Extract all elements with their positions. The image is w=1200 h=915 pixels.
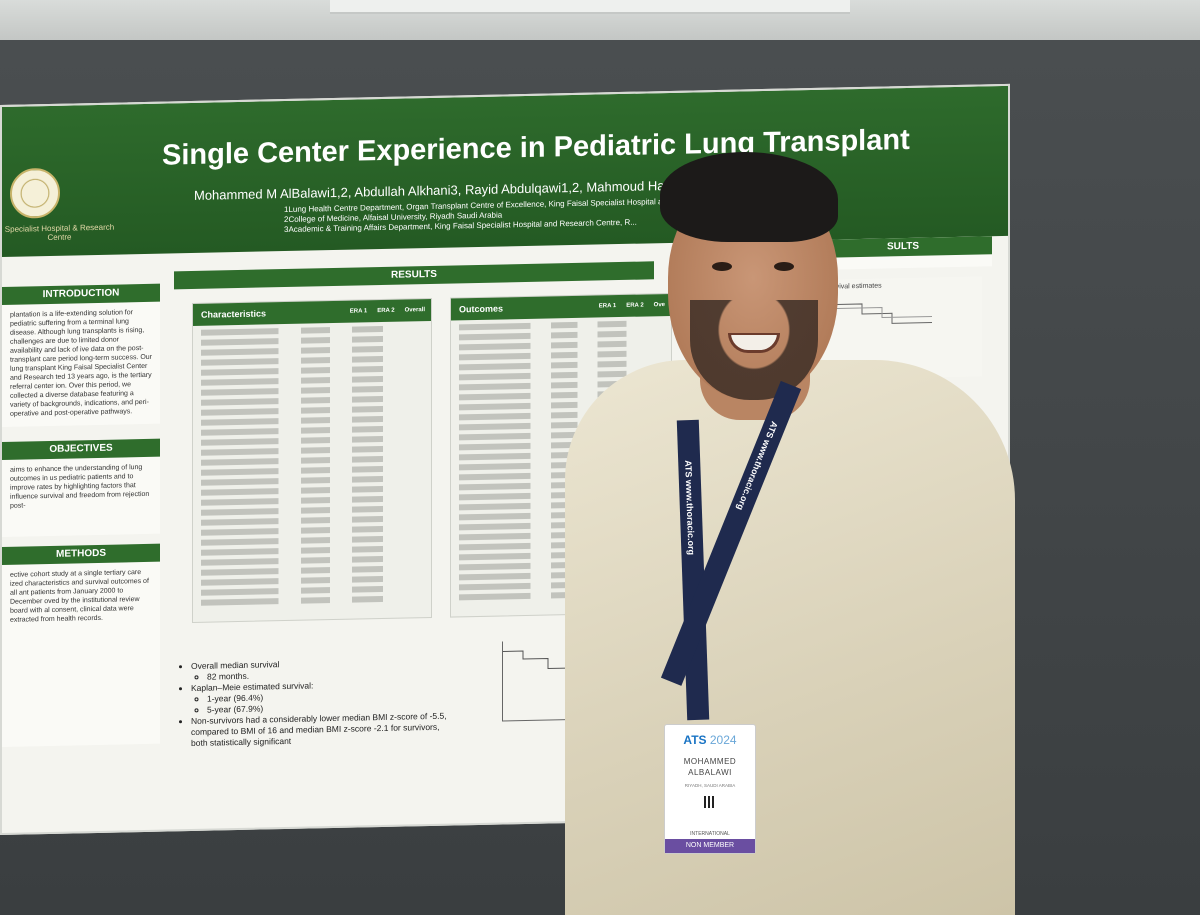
table-row	[201, 415, 423, 426]
person-hair	[660, 152, 838, 242]
table-row	[459, 320, 663, 331]
table-row	[201, 525, 423, 536]
person-shirt	[565, 360, 1015, 915]
bullet-bmi: Non-survivors had a considerably lower m…	[191, 711, 447, 749]
characteristics-header: Characteristics	[201, 308, 267, 320]
results-bullets: Overall median survival 82 months. Kapla…	[177, 656, 447, 750]
results-right-heading: SULTS	[814, 236, 992, 258]
badge-first-name: MOHAMMED	[683, 757, 737, 766]
km-right-plot: survival estimates	[822, 276, 982, 380]
table1-rows	[193, 325, 431, 606]
poster-header: Specialist Hospital & Research Centre Si…	[2, 85, 1008, 257]
results-heading: RESULTS	[174, 261, 654, 290]
qr-code-icon	[704, 796, 716, 808]
characteristics-table: Characteristics ERA 1 ERA 2 Overall	[192, 297, 432, 623]
table1-col-era1: ERA 1	[349, 308, 368, 315]
table1-col-overall: Overall	[404, 307, 425, 314]
badge-member-type: NON MEMBER	[665, 839, 755, 853]
table-row	[201, 465, 423, 476]
table-row	[201, 425, 423, 436]
table2-col-era1: ERA 1	[598, 303, 617, 310]
table-row	[201, 345, 423, 356]
hospital-logo-icon	[10, 167, 60, 219]
table-row	[201, 565, 423, 576]
table-row	[201, 585, 423, 596]
table-row	[201, 435, 423, 446]
table-row	[201, 335, 423, 346]
table-row	[201, 495, 423, 506]
right-eye	[774, 262, 794, 271]
badge-location: RIYADH, SAUDI ARABIA	[684, 783, 736, 788]
km-right-curve	[832, 303, 932, 324]
table-row	[201, 475, 423, 486]
table1-col-era2: ERA 2	[377, 307, 395, 315]
badge-ats: ATS	[683, 733, 707, 747]
badge-intl: INTERNATIONAL	[690, 831, 730, 837]
table-row	[459, 330, 663, 341]
objectives-section: OBJECTIVES aims to enhance the understan…	[2, 438, 160, 537]
table-row	[201, 485, 423, 496]
methods-section: METHODS ective cohort study at a single …	[2, 543, 160, 747]
badge-logo: ATS 2024	[665, 733, 755, 747]
table-row	[201, 455, 423, 466]
table-row	[201, 515, 423, 526]
table-row	[201, 385, 423, 396]
table-row	[201, 445, 423, 456]
introduction-section: INTRODUCTION plantation is a life-extend…	[2, 283, 160, 427]
ceiling-light	[330, 0, 850, 14]
left-eye	[712, 262, 732, 271]
introduction-text: plantation is a life-extending solution …	[10, 309, 153, 418]
table-row	[201, 555, 423, 566]
poster-affiliations: 1Lung Health Centre Department, Organ Tr…	[284, 197, 690, 236]
table-row	[201, 575, 423, 586]
name-badge: ATS 2024 MOHAMMED ALBALAWI RIYADH, SAUDI…	[664, 724, 756, 854]
table-row	[201, 375, 423, 386]
results-section: RESULTS	[174, 261, 654, 290]
methods-text: ective cohort study at a single tertiary…	[10, 569, 149, 624]
table-row	[201, 595, 423, 606]
lanyard-left-text: ATS www.thoracic.org	[683, 459, 697, 556]
table-row	[459, 360, 663, 371]
outcomes-header: Outcomes	[459, 303, 504, 315]
table-row	[459, 350, 663, 361]
logo-text: Specialist Hospital & Research Centre	[4, 222, 115, 243]
table2-col-overall: Ove	[653, 302, 665, 309]
table-row	[201, 505, 423, 516]
table2-col-era2: ERA 2	[626, 302, 644, 309]
table-row	[201, 395, 423, 406]
badge-last-name: ALBALAWI	[688, 768, 732, 777]
table-row	[201, 325, 423, 336]
badge-year: 2024	[709, 733, 737, 747]
table-row	[459, 340, 663, 351]
table-row	[201, 545, 423, 556]
table-row	[201, 355, 423, 366]
objectives-text: aims to enhance the understanding of lun…	[10, 464, 150, 510]
table-row	[201, 535, 423, 546]
table-row	[201, 405, 423, 416]
results-right-section: SULTS	[814, 236, 992, 270]
table-row	[201, 365, 423, 376]
